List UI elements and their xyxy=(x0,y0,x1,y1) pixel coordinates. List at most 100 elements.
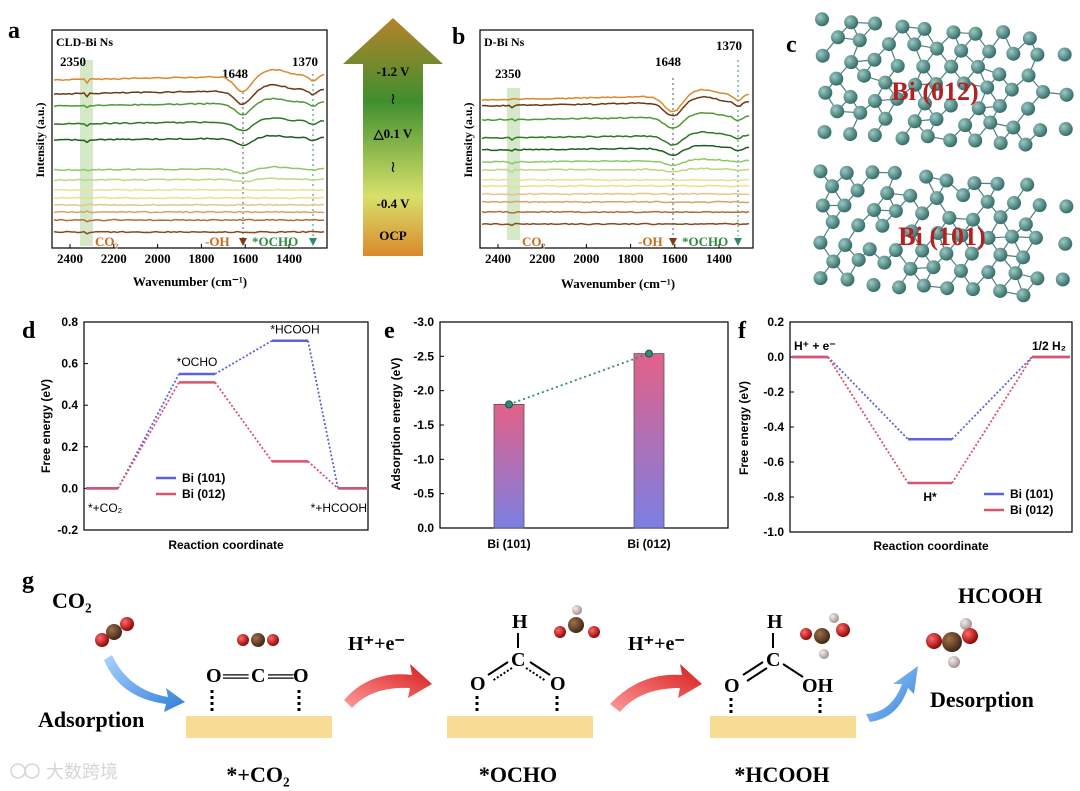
panel-a-spectra xyxy=(53,68,325,235)
spectrum-line xyxy=(53,188,325,192)
bi-atom xyxy=(981,265,996,280)
xtick-label: 2200 xyxy=(101,251,127,266)
spectrum-line xyxy=(53,177,325,183)
step-label: H* xyxy=(923,490,937,504)
connector-line xyxy=(117,373,180,489)
spectrum-line xyxy=(54,165,325,175)
bi-012-label: Bi (012) xyxy=(891,77,978,106)
bi-atom xyxy=(857,68,872,83)
panel-f-step-labels: H⁺ + e⁻ H* 1/2 H₂ xyxy=(794,339,1066,504)
adsorption-arrow-icon xyxy=(104,655,185,712)
xtick-label: 2200 xyxy=(529,251,555,266)
bi-atom xyxy=(1006,46,1021,61)
xtick-label: 2000 xyxy=(145,251,171,266)
bi-atom xyxy=(1030,47,1045,62)
ocho-molecule xyxy=(554,605,600,638)
s3-c-oh-bond xyxy=(782,663,804,678)
spectrum-line xyxy=(53,134,325,147)
ytick-label: -3.0 xyxy=(413,315,434,329)
bi-atom xyxy=(895,19,910,34)
connector-line xyxy=(827,356,909,484)
connector-line xyxy=(951,356,1033,440)
xtick-label: 1600 xyxy=(232,251,258,266)
step-label: H⁺ + e⁻ xyxy=(794,339,836,353)
bi-atom xyxy=(903,261,918,276)
s3-c: C xyxy=(766,649,780,671)
panel-a-co2-marker: CO₂ xyxy=(95,234,119,249)
s2-co-bond-right xyxy=(529,661,551,676)
bi-atom xyxy=(915,243,930,258)
step-label: *+HCOOH xyxy=(311,501,367,515)
panel-a-xticks: 2400 2200 2000 1800 1600 1400 xyxy=(57,244,302,266)
s3-co-bond-a xyxy=(742,661,764,676)
potential-arrow: -1.2 V ≀ △0.1 V ≀ -0.4 V OCP xyxy=(343,18,443,256)
xtick-label: 1600 xyxy=(662,251,688,266)
xtick-label: 1800 xyxy=(618,251,644,266)
panel-a-label: a xyxy=(8,18,20,44)
panel-a-frame xyxy=(51,29,328,249)
bi-atom xyxy=(818,85,833,100)
bi-atom xyxy=(1006,120,1021,135)
bi-atom xyxy=(992,67,1007,82)
spectrum-line xyxy=(481,157,750,167)
g-hcooh-text: HCOOH xyxy=(958,583,1042,608)
panel-a-oh-arrow-icon xyxy=(239,238,247,246)
hcooh-free-molecule xyxy=(926,618,978,668)
panel-a-peak-2350: 2350 xyxy=(60,54,86,69)
bi-atom xyxy=(813,235,828,250)
desorption-arrow-icon xyxy=(866,666,918,722)
spectrum-line xyxy=(481,222,750,227)
bi-atom xyxy=(916,59,931,74)
bi-atom xyxy=(1058,236,1073,251)
panel-b-co2-marker: CO₂ xyxy=(522,234,546,249)
g-state-1: *+CO₂ xyxy=(226,762,290,787)
bi-atom xyxy=(1030,271,1045,286)
bi-atom xyxy=(1021,68,1036,83)
panel-a-ocho-arrow-icon xyxy=(309,238,317,246)
panel-b-oh-marker: -OH xyxy=(638,234,663,249)
panel-b-xticks: 2400 2200 2000 1800 1600 1400 xyxy=(485,244,732,266)
s1-eq1: ══ xyxy=(222,666,249,686)
panel-d-plot xyxy=(86,339,368,490)
s1-o1: O xyxy=(206,665,222,687)
panel-a-peak-1370: 1370 xyxy=(292,54,318,69)
bi-atom xyxy=(929,41,944,56)
bi-atom xyxy=(907,37,922,52)
panel-f-ylabel: Free energy (eV) xyxy=(737,381,751,475)
panel-b-co2-band xyxy=(507,88,520,240)
connector-line xyxy=(307,460,339,490)
panel-a-oh-marker: -OH xyxy=(205,234,230,249)
panel-d-label: d xyxy=(22,318,36,344)
panel-a-co2-band xyxy=(80,60,93,246)
panel-a-title: CLD-Bi Ns xyxy=(56,35,113,49)
g-step-1: H⁺+e⁻ xyxy=(348,633,405,655)
g-state-3: *HCOOH xyxy=(734,762,829,787)
panel-b-spectra xyxy=(481,88,750,227)
spectrum-line xyxy=(481,167,750,174)
bi-atom xyxy=(852,33,867,48)
ytick-label: 0.0 xyxy=(61,481,78,495)
bi-atom xyxy=(813,271,828,286)
bi-atom xyxy=(939,246,954,261)
bi-atom xyxy=(890,91,905,106)
bi-atom xyxy=(943,98,958,113)
bi-atom xyxy=(1033,123,1048,138)
bi-atom xyxy=(965,282,980,297)
co2-molecule-adsorbed xyxy=(237,633,279,647)
bar-bi-012- xyxy=(633,353,665,529)
spectrum-line xyxy=(53,83,325,106)
spectrum-line xyxy=(481,178,750,182)
bi-atom xyxy=(926,260,941,275)
bi-atom xyxy=(877,255,892,270)
panel-a-ylabel: Intensity (a.u.) xyxy=(33,102,47,177)
panel-c-label: c xyxy=(786,32,797,58)
bi-atom xyxy=(843,89,858,104)
panel-b-xlabel: Wavenumber (cm⁻¹) xyxy=(561,276,675,291)
panel-f-xlabel: Reaction coordinate xyxy=(873,539,989,553)
bi-atom xyxy=(838,238,853,253)
panel-e-frame xyxy=(439,321,729,529)
bi-atom xyxy=(1004,229,1019,244)
spectrum-line xyxy=(53,218,325,223)
bi-atom xyxy=(996,25,1011,40)
bi-atom xyxy=(1016,288,1031,303)
